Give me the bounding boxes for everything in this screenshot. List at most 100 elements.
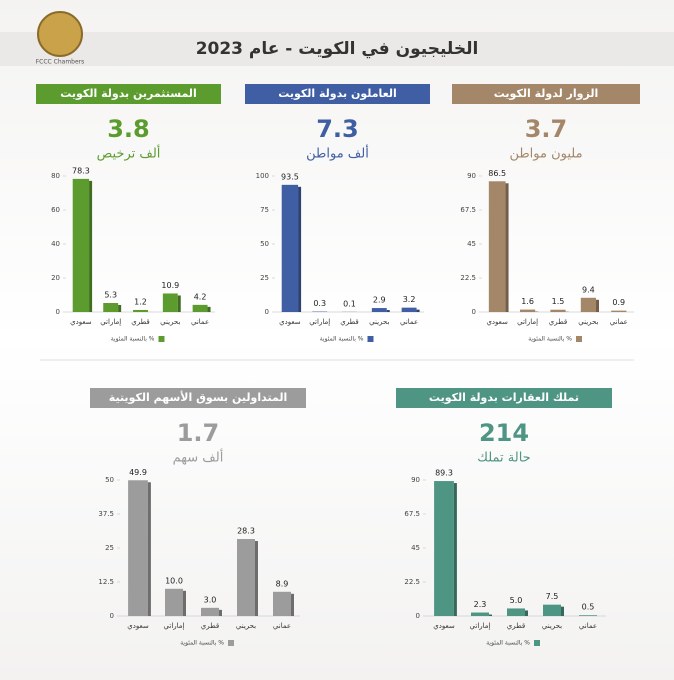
x-tick-label: بحريني	[160, 318, 180, 326]
bar	[580, 297, 596, 312]
bar	[371, 308, 387, 312]
bar	[72, 178, 90, 312]
x-tick-label: بحريني	[236, 622, 256, 630]
headline-unit: حالة تملك	[477, 451, 530, 466]
x-tick-label: بحريني	[542, 622, 562, 630]
legend-label: بالنسبة المئوية %	[486, 640, 530, 647]
x-tick-label: عماني	[273, 622, 291, 630]
value-label: 1.2	[134, 297, 147, 306]
bar-side	[177, 295, 181, 312]
x-tick-label: بحريني	[578, 318, 598, 326]
value-label: 78.3	[72, 166, 90, 175]
value-label: 86.5	[488, 169, 506, 178]
bar	[273, 591, 291, 616]
y-tick-label: 40	[51, 240, 60, 248]
legend-swatch	[228, 640, 234, 646]
y-tick-label: 90	[467, 172, 476, 180]
value-label: 10.0	[165, 576, 183, 585]
bar-side	[386, 310, 390, 312]
y-tick-label: 45	[467, 240, 476, 248]
x-tick-label: إماراتي	[309, 318, 330, 326]
y-tick-label: 12.5	[98, 578, 114, 586]
panel-heading: المستثمرين بدولة الكويت	[60, 87, 196, 100]
bar	[434, 481, 454, 616]
y-tick-label: 0	[110, 612, 114, 620]
x-tick-label: إماراتي	[100, 318, 121, 326]
y-tick-label: 22.5	[460, 274, 476, 282]
x-tick-label: قطري	[201, 622, 219, 630]
y-tick-label: 50	[105, 476, 114, 484]
value-label: 89.3	[435, 469, 453, 478]
headline-value: 214	[479, 419, 529, 447]
legend-swatch	[534, 640, 540, 646]
bar-side	[561, 606, 564, 616]
bar	[192, 304, 208, 312]
bar-side	[183, 590, 186, 616]
x-tick-label: قطري	[507, 622, 525, 630]
value-label: 0.3	[313, 299, 326, 308]
bar	[543, 604, 561, 616]
legend-label: بالنسبة المئوية %	[528, 336, 572, 343]
y-tick-label: 90	[411, 476, 420, 484]
value-label: 2.9	[373, 296, 386, 305]
panel-heading-bg	[36, 84, 221, 104]
panel-heading-bg	[452, 84, 640, 104]
x-tick-label: عماني	[579, 622, 597, 630]
value-label: 2.3	[474, 600, 487, 609]
bar	[103, 302, 119, 312]
x-tick-label: سعودي	[70, 318, 92, 326]
x-tick-label: قطري	[131, 318, 149, 326]
bar	[579, 615, 597, 616]
bar	[128, 480, 148, 616]
headline-value: 1.7	[177, 419, 220, 447]
headline-unit: ألف سهم	[173, 449, 224, 466]
y-tick-label: 45	[411, 544, 420, 552]
bar-side	[219, 609, 222, 616]
bar-side	[298, 186, 302, 312]
x-tick-label: عماني	[191, 318, 209, 326]
y-tick-label: 0	[472, 308, 476, 316]
bar-side	[416, 309, 420, 312]
bar-side	[525, 610, 528, 616]
logo-text: FCCC Chambers	[36, 59, 85, 66]
x-tick-label: إماراتي	[164, 622, 185, 630]
value-label: 5.0	[510, 596, 523, 605]
value-label: 28.3	[237, 527, 255, 536]
headline-unit: مليون مواطن	[509, 147, 582, 162]
bar	[550, 309, 566, 312]
bar	[471, 612, 489, 616]
bar-side	[291, 593, 294, 616]
value-label: 49.9	[129, 468, 147, 477]
y-tick-label: 75	[260, 206, 269, 214]
headline-unit: ألف ترخيص	[97, 145, 161, 162]
x-tick-label: بحريني	[369, 318, 389, 326]
x-tick-label: عماني	[400, 318, 418, 326]
x-tick-label: سعودي	[433, 622, 455, 630]
bar	[507, 608, 525, 616]
value-label: 4.2	[194, 292, 207, 301]
y-tick-label: 0	[56, 308, 60, 316]
bar	[201, 607, 219, 616]
value-label: 8.9	[276, 579, 289, 588]
value-label: 0.1	[343, 299, 356, 308]
bar	[281, 184, 299, 312]
legend-label: بالنسبة المئوية %	[180, 640, 224, 647]
y-tick-label: 0	[416, 612, 420, 620]
value-label: 0.5	[582, 603, 595, 612]
y-tick-label: 20	[51, 274, 60, 282]
bar-side	[489, 614, 492, 616]
y-tick-label: 0	[265, 308, 269, 316]
panel-heading-bg	[396, 388, 612, 408]
legend-swatch	[158, 336, 165, 342]
x-tick-label: إماراتي	[470, 622, 491, 630]
x-tick-label: إماراتي	[517, 318, 538, 326]
bar	[611, 310, 627, 312]
y-tick-label: 80	[51, 172, 60, 180]
value-label: 0.9	[612, 298, 625, 307]
page-title: الخليجيون في الكويت - عام 2023	[196, 39, 479, 59]
legend-label: بالنسبة المئوية %	[320, 336, 364, 343]
value-label: 5.3	[104, 290, 117, 299]
bar	[520, 309, 536, 312]
